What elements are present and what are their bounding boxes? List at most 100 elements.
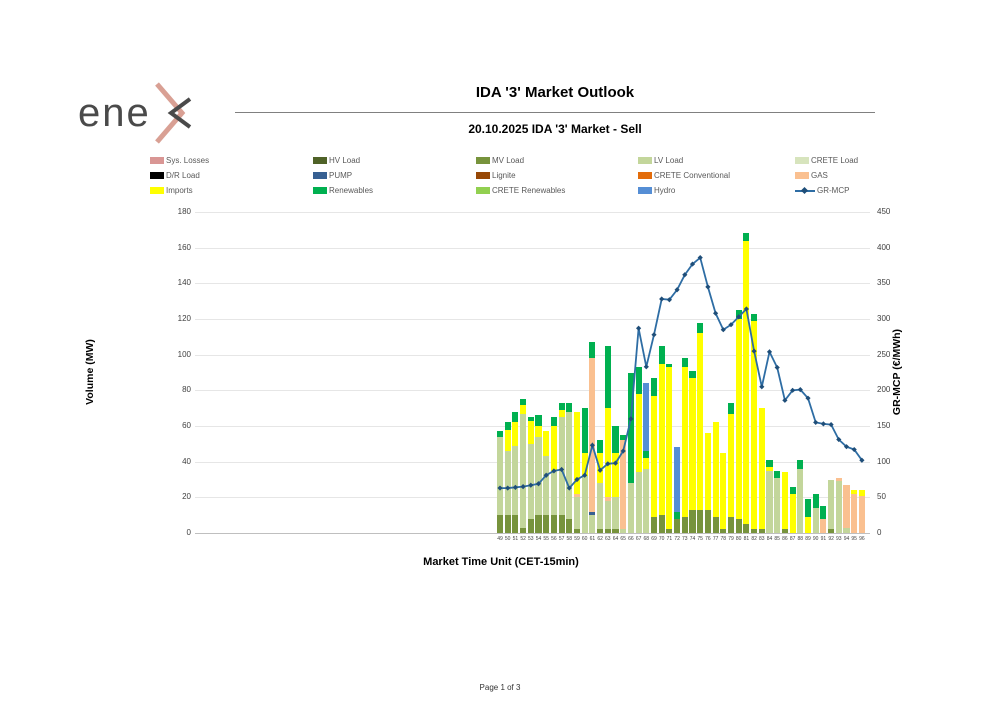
x-tick-label: 67 — [635, 536, 642, 542]
bar-segment — [851, 493, 858, 533]
bar-segment — [604, 500, 611, 530]
bar-segment — [666, 363, 673, 368]
bar-segment — [666, 529, 673, 533]
bar-segment — [520, 404, 527, 414]
gr-mcp-marker — [643, 364, 649, 370]
bar-segment — [620, 529, 627, 533]
bar-segment — [751, 313, 758, 321]
bar-segment — [527, 518, 534, 533]
y-right-tick-label: 400 — [877, 242, 891, 252]
gr-mcp-marker — [520, 484, 526, 490]
gr-mcp-marker — [574, 476, 580, 483]
x-tick-label: 52 — [520, 536, 526, 542]
legend-item: MV Load — [476, 155, 638, 166]
bar-segment — [835, 477, 842, 482]
gridline — [195, 354, 870, 356]
y-left-tick-label: 20 — [182, 492, 191, 502]
x-axis-title: Market Time Unit (CET-15min) — [423, 556, 579, 568]
legend-label: Hydro — [654, 186, 676, 195]
x-tick-label: 80 — [735, 536, 742, 542]
y-right-tick-label: 100 — [877, 456, 891, 466]
bar-segment — [843, 527, 850, 533]
legend-label: CRETE Renewables — [492, 186, 566, 195]
bar-segment — [566, 518, 573, 533]
gr-mcp-marker — [782, 397, 788, 403]
bar-segment — [828, 529, 835, 533]
bar-segment — [527, 443, 534, 519]
bar-segment — [612, 426, 619, 453]
gridline — [195, 283, 870, 285]
gr-mcp-marker — [728, 322, 734, 328]
gr-mcp-marker — [528, 482, 534, 488]
y-right-tick-label: 200 — [877, 385, 891, 395]
bar-segment — [858, 495, 865, 533]
gridline — [195, 247, 870, 249]
gr-mcp-marker — [797, 387, 803, 393]
bar-segment — [558, 417, 565, 516]
plot-area: 0 20 40 60 80 100 120 140 160 180 0 50 100 150 200 250 3… — [178, 208, 891, 543]
y-axis-title-left: Volume (MW) — [84, 339, 96, 405]
bar-segment — [689, 370, 696, 378]
bar-segment — [581, 452, 588, 476]
bar-segment — [543, 456, 550, 516]
bar-segment — [720, 452, 727, 530]
x-tick-label: 56 — [551, 536, 557, 542]
bar-segment — [589, 515, 596, 533]
bar-segment — [597, 440, 604, 453]
enex-logo-text: ene — [78, 91, 151, 135]
legend-label: LV Load — [654, 156, 684, 165]
y-left-tick-label: 80 — [182, 385, 191, 395]
bar-segment — [520, 527, 527, 533]
gr-mcp-marker — [751, 348, 757, 354]
x-tick-label: 69 — [651, 536, 657, 542]
x-tick-label: 86 — [782, 536, 788, 542]
gr-mcp-marker — [620, 448, 626, 454]
gr-mcp-line — [500, 256, 863, 490]
x-tick-label: 62 — [597, 536, 603, 542]
bar-segment — [820, 506, 827, 519]
bar-segment — [597, 483, 604, 530]
legend-color-swatch — [638, 157, 652, 164]
x-tick-label: 91 — [820, 536, 827, 542]
legend-color-swatch — [313, 157, 327, 164]
bar-segment — [627, 483, 634, 533]
gr-mcp-marker — [612, 460, 619, 466]
gr-mcp-marker — [505, 485, 511, 491]
bar-segment — [681, 358, 688, 368]
bar-segment — [527, 420, 534, 444]
bar-segment — [797, 468, 804, 533]
gridline — [195, 319, 870, 320]
bar-segment — [781, 472, 788, 530]
bar-segment — [573, 411, 581, 494]
x-tick-label: 95 — [851, 536, 857, 542]
bar-segment — [520, 399, 527, 405]
x-tick-label: 65 — [620, 536, 626, 542]
bar-segment — [743, 233, 750, 241]
legend-item: Sys. Losses — [150, 155, 313, 166]
bar-segment — [573, 529, 581, 533]
gr-mcp-marker — [636, 325, 642, 331]
y-right-tick-label: 150 — [877, 421, 891, 430]
bar-segment — [527, 417, 534, 421]
bar-segment — [735, 319, 742, 519]
bar-segment — [774, 470, 781, 478]
x-tick-label: 60 — [581, 536, 588, 542]
legend-color-swatch — [150, 157, 164, 164]
bar-segment — [550, 515, 557, 533]
bar-segment — [658, 345, 665, 364]
gr-mcp-marker — [805, 395, 811, 401]
gr-mcp-marker — [651, 332, 657, 338]
gridline — [195, 212, 870, 213]
bar-segment — [620, 440, 627, 530]
bar-segment — [643, 450, 650, 459]
gr-mcp-marker — [589, 442, 595, 448]
bar-segment — [751, 320, 758, 530]
gr-mcp-marker — [597, 467, 603, 473]
gr-mcp-marker — [566, 485, 572, 491]
y-left-tick-label: 120 — [177, 314, 191, 323]
page-title: IDA '3' Market Outlook — [475, 84, 635, 101]
x-tick-label: 64 — [612, 536, 619, 542]
x-tick-label: 79 — [728, 536, 734, 542]
legend-item: CRETE Load — [795, 155, 945, 166]
bar-segment — [581, 475, 588, 533]
